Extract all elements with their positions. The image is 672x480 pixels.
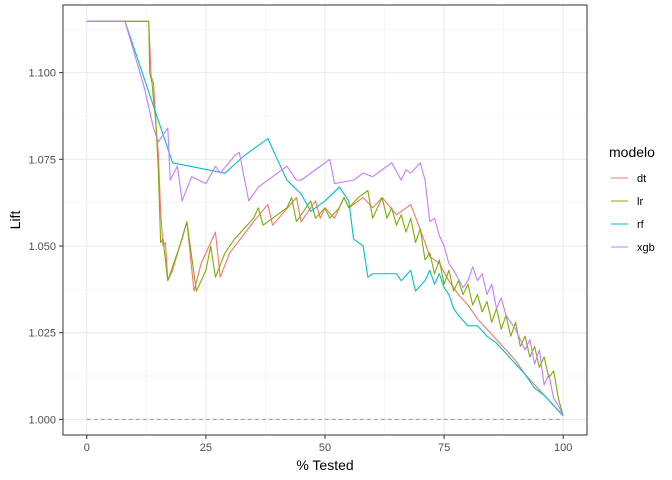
series-line-lr (86, 20, 564, 417)
x-axis-ticks: 0 25 50 75 100 (84, 435, 572, 454)
legend-label-lr: lr (637, 196, 643, 208)
legend-item-lr: lr (611, 196, 643, 208)
grid-lines (63, 5, 587, 435)
legend-item-rf: rf (611, 219, 645, 231)
y-tick-label: 1.050 (28, 241, 56, 253)
y-tick-label: 1.075 (28, 154, 56, 166)
legend-item-dt: dt (611, 173, 646, 185)
legend-item-xgb: xgb (611, 242, 655, 254)
legend-items: dt lr rf xgb (611, 173, 655, 254)
legend-label-dt: dt (637, 173, 646, 185)
x-tick-label: 100 (554, 442, 572, 454)
legend-title: modelo (609, 144, 655, 160)
x-tick-label: 25 (200, 442, 212, 454)
y-tick-label: 1.025 (28, 328, 56, 340)
x-tick-label: 50 (319, 442, 331, 454)
x-tick-label: 0 (84, 442, 90, 454)
y-axis-title: Lift (7, 211, 23, 230)
y-tick-label: 1.000 (28, 414, 56, 426)
x-tick-label: 75 (438, 442, 450, 454)
series-lines (86, 20, 564, 417)
x-axis-title: % Tested (296, 457, 353, 473)
legend-label-xgb: xgb (637, 242, 655, 254)
series-line-xgb (86, 20, 564, 417)
y-tick-label: 1.100 (28, 68, 56, 80)
legend-label-rf: rf (637, 219, 645, 231)
y-axis-ticks: 1.000 1.025 1.050 1.075 1.100 (28, 68, 63, 426)
legend: modelo dt lr rf xgb (609, 144, 655, 254)
